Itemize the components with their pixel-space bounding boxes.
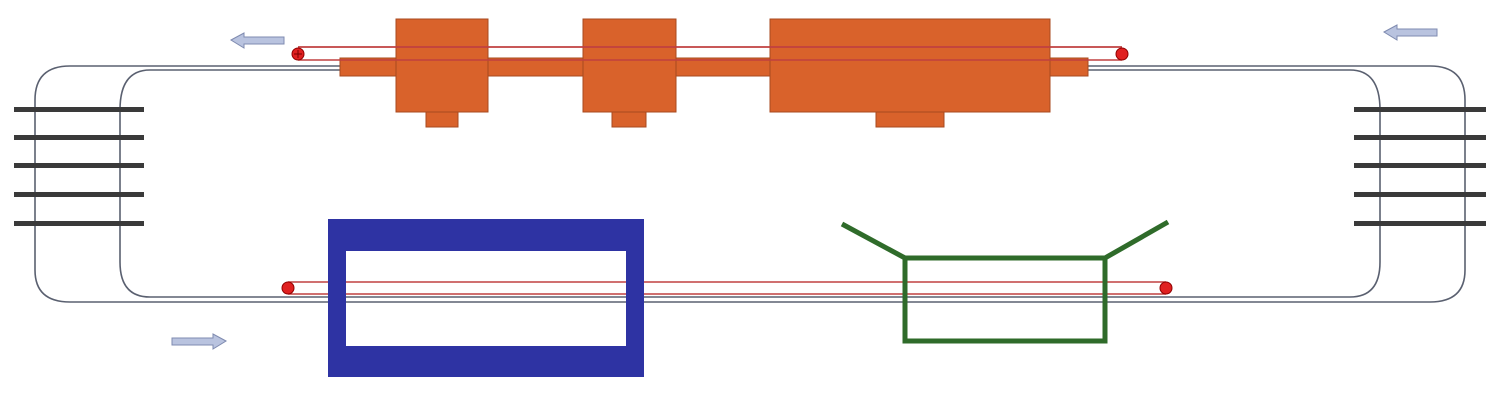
rail: [14, 163, 144, 168]
flow-arrows: [171, 24, 1438, 350]
rail: [1354, 221, 1486, 226]
hood-box: [902, 255, 1108, 344]
bottom-process-line: [281, 219, 1173, 377]
top-left-arrow: [229, 32, 285, 49]
station-3-block: [769, 18, 1051, 113]
station-3-foot: [875, 111, 945, 128]
station-1-foot: [425, 111, 459, 128]
oven-frame: [328, 219, 644, 377]
bottom-left-arrow: [171, 333, 228, 350]
rail: [14, 107, 144, 112]
rail: [14, 221, 144, 226]
top-right-arrow: [1382, 24, 1438, 41]
bottom-left-roller: [281, 281, 295, 295]
hood-right-arm: [1103, 219, 1170, 261]
top-process-line: [291, 18, 1129, 128]
station-1-block: [395, 18, 489, 113]
left-rail-group: [14, 107, 144, 226]
station-2-block: [582, 18, 677, 113]
rail: [1354, 192, 1486, 197]
hood-left-arm: [840, 221, 907, 261]
rail: [1354, 135, 1486, 140]
rail: [14, 135, 144, 140]
station-2-foot: [611, 111, 647, 128]
rail: [14, 192, 144, 197]
hood-frame: [840, 219, 1170, 344]
rail: [1354, 107, 1486, 112]
bottom-right-roller: [1159, 281, 1173, 295]
rail: [1354, 163, 1486, 168]
track-outer: [34, 65, 1466, 303]
top-right-roller: [1115, 47, 1129, 61]
right-rail-group: [1354, 107, 1486, 226]
track-inner: [119, 69, 1381, 298]
